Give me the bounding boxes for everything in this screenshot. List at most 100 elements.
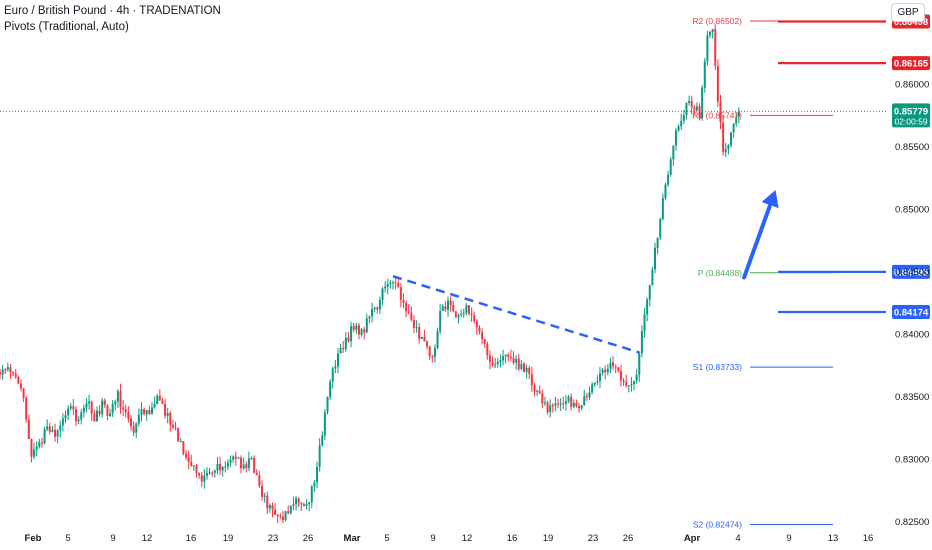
candle-body bbox=[310, 486, 313, 503]
candle-body bbox=[242, 464, 245, 469]
candle-body bbox=[677, 126, 680, 131]
candle-body bbox=[538, 390, 541, 394]
level-price-tag bbox=[892, 56, 930, 71]
candle-body bbox=[318, 445, 321, 467]
candle-body bbox=[216, 463, 219, 471]
candle-body bbox=[156, 395, 159, 404]
candle-body bbox=[722, 122, 725, 153]
candle-body bbox=[145, 410, 148, 414]
candle-body bbox=[253, 458, 256, 473]
candle-body bbox=[491, 361, 494, 366]
candle-body bbox=[378, 299, 381, 310]
candle-body bbox=[300, 502, 303, 505]
candle-body bbox=[727, 145, 730, 150]
candle-body bbox=[551, 405, 554, 407]
candle-body bbox=[402, 299, 405, 303]
indicator-legend[interactable]: Pivots (Traditional, Auto) bbox=[4, 21, 129, 33]
candle-body bbox=[368, 316, 371, 319]
candle-body bbox=[114, 401, 117, 404]
candle-body bbox=[695, 106, 698, 111]
candle-body bbox=[410, 312, 413, 321]
candle-body bbox=[604, 369, 607, 373]
candle-body bbox=[19, 383, 22, 389]
candle-body bbox=[211, 472, 214, 474]
candle-body bbox=[281, 516, 284, 520]
candle-body bbox=[276, 514, 279, 516]
candle-body bbox=[711, 29, 714, 32]
candle-body bbox=[454, 311, 457, 317]
candle-body bbox=[43, 429, 46, 444]
candle-body bbox=[449, 300, 452, 305]
candle-body bbox=[355, 325, 358, 330]
candle-body bbox=[171, 424, 174, 428]
time-axis-label: 12 bbox=[142, 533, 153, 544]
candle-body bbox=[433, 347, 436, 357]
time-axis-label: 5 bbox=[384, 533, 389, 544]
candle-body bbox=[690, 101, 693, 108]
candle-body bbox=[195, 465, 198, 474]
pivot-label: R1 (0.85747) bbox=[692, 110, 742, 120]
candle-body bbox=[150, 407, 153, 414]
candle-body bbox=[12, 372, 15, 374]
candle-body bbox=[177, 428, 180, 442]
candle-body bbox=[30, 438, 33, 457]
candle-body bbox=[59, 425, 62, 431]
candle-body bbox=[588, 392, 591, 398]
candle-body bbox=[143, 409, 146, 414]
pivot-label: R2 (0.86502) bbox=[692, 16, 742, 26]
candle-body bbox=[9, 367, 12, 373]
candle-body bbox=[14, 373, 17, 377]
time-axis-label: 5 bbox=[65, 533, 70, 544]
candle-body bbox=[326, 396, 329, 413]
level-price-text: 0.86498 bbox=[894, 17, 928, 28]
candle-body bbox=[580, 405, 583, 409]
candle-body bbox=[148, 410, 151, 414]
candle-body bbox=[478, 327, 481, 332]
candle-body bbox=[583, 396, 586, 406]
candle-body bbox=[247, 458, 250, 468]
candle-body bbox=[533, 385, 536, 392]
candle-body bbox=[339, 347, 342, 354]
candle-body bbox=[200, 475, 203, 482]
candle-body bbox=[106, 405, 109, 417]
candle-body bbox=[399, 287, 402, 300]
time-axis-label: 9 bbox=[786, 533, 791, 544]
candle-body bbox=[682, 115, 685, 121]
level-price-text: 0.86165 bbox=[894, 59, 929, 70]
candle-body bbox=[313, 482, 316, 487]
candle-body bbox=[572, 402, 575, 407]
candle-body bbox=[101, 400, 104, 415]
currency-button[interactable]: GBP bbox=[891, 3, 925, 22]
candle-body bbox=[240, 457, 243, 469]
candle-body bbox=[591, 384, 594, 393]
candle-body bbox=[507, 354, 510, 357]
candle-body bbox=[672, 145, 675, 160]
candle-body bbox=[709, 31, 712, 36]
current-price-text: 0.85779 bbox=[894, 106, 928, 117]
candle-body bbox=[316, 466, 319, 483]
candle-body bbox=[525, 367, 528, 372]
time-axis-label: 19 bbox=[223, 533, 234, 544]
candle-body bbox=[509, 356, 512, 359]
candle-body bbox=[35, 446, 38, 450]
candle-body bbox=[72, 406, 75, 410]
candle-body bbox=[502, 356, 505, 361]
candle-body bbox=[122, 407, 125, 410]
candle-body bbox=[557, 403, 560, 405]
trendline[interactable] bbox=[392, 275, 640, 354]
candle-body bbox=[54, 429, 57, 437]
candle-body bbox=[625, 382, 628, 386]
candle-body bbox=[135, 423, 138, 433]
time-axis-label: 23 bbox=[268, 533, 279, 544]
candle-body bbox=[633, 381, 636, 385]
candle-body bbox=[593, 382, 596, 385]
price-axis-tick: 0.85000 bbox=[895, 204, 929, 215]
candle-body bbox=[724, 149, 727, 153]
candle-body bbox=[386, 284, 389, 287]
candle-body bbox=[74, 409, 77, 422]
candle-body bbox=[452, 304, 455, 312]
candle-body bbox=[365, 318, 368, 333]
candle-body bbox=[494, 364, 497, 366]
price-axis-tick: 0.83000 bbox=[895, 454, 929, 465]
